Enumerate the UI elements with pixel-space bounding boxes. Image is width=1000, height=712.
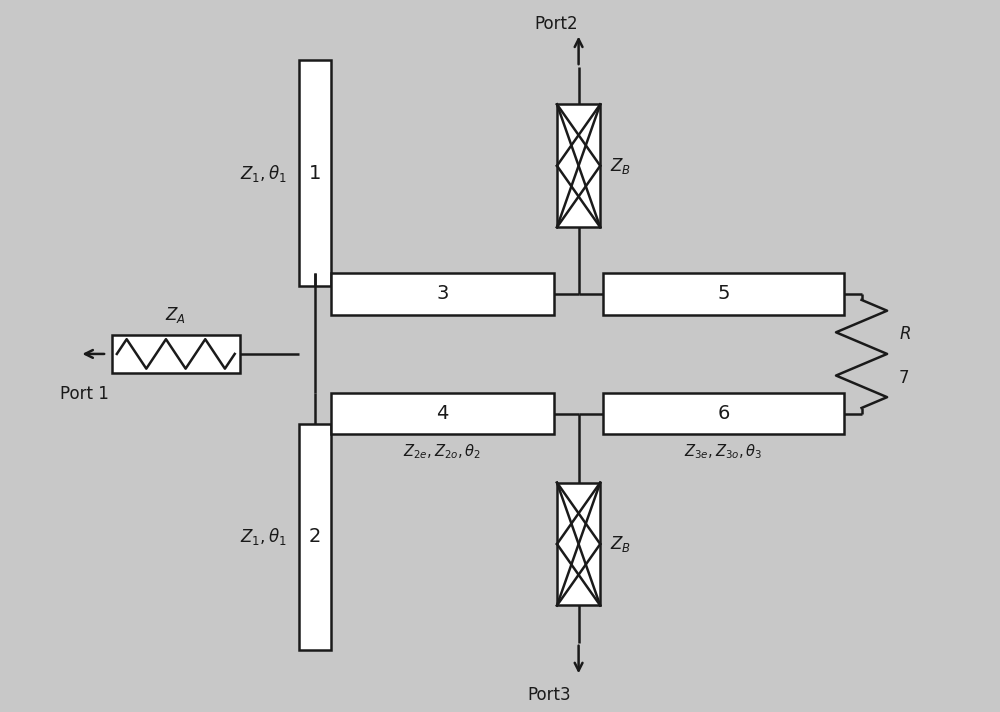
Text: 3: 3: [436, 285, 449, 303]
Text: $Z_B$: $Z_B$: [610, 156, 631, 176]
Bar: [331, 273, 554, 315]
Text: $Z_{3e}, Z_{3o}, \theta_3$: $Z_{3e}, Z_{3o}, \theta_3$: [684, 442, 763, 461]
Text: 6: 6: [717, 404, 730, 424]
Bar: [112, 335, 240, 372]
Text: Port2: Port2: [534, 15, 578, 33]
Bar: [557, 483, 600, 605]
Bar: [557, 105, 600, 227]
Bar: [299, 424, 331, 649]
Bar: [331, 393, 554, 434]
Text: $Z_B$: $Z_B$: [610, 534, 631, 554]
Text: 4: 4: [436, 404, 449, 424]
Bar: [299, 61, 331, 286]
Text: 7: 7: [899, 370, 909, 387]
Text: $Z_1, \theta_1$: $Z_1, \theta_1$: [240, 526, 287, 547]
Text: 2: 2: [309, 527, 321, 546]
Bar: [603, 393, 844, 434]
Text: Port3: Port3: [527, 686, 571, 704]
Text: $Z_A$: $Z_A$: [165, 305, 186, 325]
Text: $R$: $R$: [899, 325, 911, 343]
Text: 1: 1: [309, 164, 321, 183]
Text: $Z_{2e}, Z_{2o}, \theta_2$: $Z_{2e}, Z_{2o}, \theta_2$: [403, 442, 482, 461]
Text: Port 1: Port 1: [60, 385, 109, 404]
Text: $Z_1, \theta_1$: $Z_1, \theta_1$: [240, 162, 287, 184]
Bar: [603, 273, 844, 315]
Text: 5: 5: [717, 285, 730, 303]
